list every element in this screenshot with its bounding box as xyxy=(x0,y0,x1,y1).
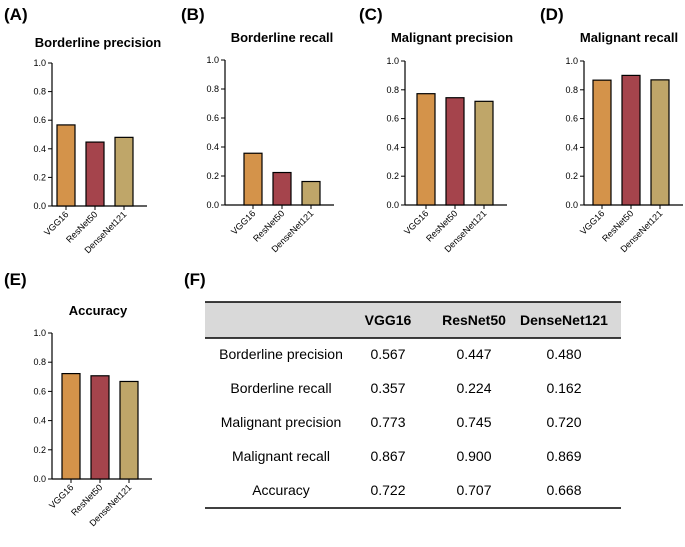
bar-vgg16 xyxy=(61,372,81,480)
results-table: (F) VGG16 ResNet50 DenseNet121 Borderline pr… xyxy=(184,270,621,509)
y-tick-label: 0.4 xyxy=(565,142,578,152)
table-cell: 0.773 xyxy=(370,414,405,430)
bar-densenet121 xyxy=(119,380,139,480)
y-tick-label: 0.0 xyxy=(565,200,578,210)
panel-letter: (C) xyxy=(359,5,383,24)
bar-vgg16 xyxy=(243,152,263,206)
y-tick-label: 0.6 xyxy=(33,386,46,396)
chart-title: Malignant recall xyxy=(580,30,678,45)
bar-resnet50 xyxy=(85,141,105,207)
table-cell: 0.224 xyxy=(456,380,491,396)
table-row-label: Borderline recall xyxy=(230,380,331,396)
y-tick-label: 0.4 xyxy=(386,142,399,152)
bar-resnet50 xyxy=(445,97,465,206)
y-tick-label: 0.8 xyxy=(33,87,46,97)
y-tick-label: 0.2 xyxy=(33,172,46,182)
panel-letter: (B) xyxy=(181,5,205,24)
table-row: Malignant recall 0.867 0.900 0.869 xyxy=(232,448,582,464)
bar-resnet50 xyxy=(90,375,110,480)
table-cell: 0.447 xyxy=(456,346,491,362)
table-cell: 0.567 xyxy=(370,346,405,362)
table-cell: 0.900 xyxy=(456,448,491,464)
category-label: VGG16 xyxy=(42,209,70,237)
y-tick-label: 0.2 xyxy=(33,445,46,455)
table-cell: 0.668 xyxy=(546,482,581,498)
y-tick-label: 1.0 xyxy=(33,58,46,68)
bar-resnet50 xyxy=(621,74,641,206)
table-row: Borderline precision 0.567 0.447 0.480 xyxy=(219,346,582,362)
table-row: Accuracy 0.722 0.707 0.668 xyxy=(252,482,582,498)
y-tick-label: 0.8 xyxy=(386,85,399,95)
table-row: Malignant precision 0.773 0.745 0.720 xyxy=(221,414,582,430)
table-header-cell: DenseNet121 xyxy=(520,312,608,328)
table-cell: 0.707 xyxy=(456,482,491,498)
chart-title: Malignant precision xyxy=(391,30,513,45)
y-tick-label: 0.0 xyxy=(206,200,219,210)
y-tick-label: 0.2 xyxy=(206,171,219,181)
panel-letter: (A) xyxy=(4,5,28,24)
table-cell: 0.357 xyxy=(370,380,405,396)
table-cell: 0.722 xyxy=(370,482,405,498)
y-tick-label: 0.6 xyxy=(386,114,399,124)
y-tick-label: 1.0 xyxy=(206,55,219,65)
chart-panel-2: (B) Borderline recall 0.0 0.2 0.4 0.6 0.8 1.0 VG… xyxy=(181,5,334,254)
chart-title: Borderline recall xyxy=(231,30,334,45)
y-tick-label: 0.6 xyxy=(33,115,46,125)
table-row-label: Borderline precision xyxy=(219,346,343,362)
table-header-bg xyxy=(205,302,621,338)
category-label: VGG16 xyxy=(229,208,257,236)
y-tick-label: 1.0 xyxy=(565,56,578,66)
y-tick-label: 0.0 xyxy=(33,201,46,211)
y-tick-label: 0.4 xyxy=(206,142,219,152)
chart-title: Accuracy xyxy=(69,303,128,318)
y-tick-label: 0.8 xyxy=(33,357,46,367)
table-row-label: Malignant precision xyxy=(221,414,342,430)
table-cell: 0.745 xyxy=(456,414,491,430)
y-tick-label: 1.0 xyxy=(386,56,399,66)
chart-title: Borderline precision xyxy=(35,35,161,50)
chart-panel-4: (D) Malignant recall 0.0 0.2 0.4 0.6 0.8 1.0 VGG… xyxy=(540,5,683,254)
category-label: VGG16 xyxy=(578,208,606,236)
panel-letter: (E) xyxy=(4,270,27,289)
y-tick-label: 0.4 xyxy=(33,416,46,426)
y-tick-label: 1.0 xyxy=(33,328,46,338)
y-tick-label: 0.0 xyxy=(386,200,399,210)
table-cell: 0.869 xyxy=(546,448,581,464)
y-tick-label: 0.2 xyxy=(386,171,399,181)
bar-vgg16 xyxy=(416,93,436,206)
y-tick-label: 0.2 xyxy=(565,171,578,181)
category-label: VGG16 xyxy=(402,208,430,236)
bar-resnet50 xyxy=(272,171,292,206)
chart-panel-3: (C) Malignant precision 0.0 0.2 0.4 0.6 0.8 1.0… xyxy=(359,5,513,254)
y-tick-label: 0.4 xyxy=(33,144,46,154)
y-tick-label: 0.8 xyxy=(206,84,219,94)
bar-densenet121 xyxy=(114,136,134,207)
category-label: VGG16 xyxy=(47,482,75,510)
panel-letter: (D) xyxy=(540,5,564,24)
bar-densenet121 xyxy=(650,79,670,206)
table-row: Borderline recall 0.357 0.224 0.162 xyxy=(230,380,581,396)
table-row-label: Malignant recall xyxy=(232,448,330,464)
y-tick-label: 0.8 xyxy=(565,85,578,95)
table-cell: 0.162 xyxy=(546,380,581,396)
chart-panel-1: (A) Borderline precision 0.0 0.2 0.4 0.6 0.8 1.… xyxy=(4,5,161,255)
bar-densenet121 xyxy=(474,100,494,206)
table-row-label: Accuracy xyxy=(252,482,310,498)
y-tick-label: 0.6 xyxy=(206,113,219,123)
table-cell: 0.867 xyxy=(370,448,405,464)
bar-vgg16 xyxy=(592,79,612,206)
table-cell: 0.480 xyxy=(546,346,581,362)
bar-vgg16 xyxy=(56,124,76,207)
chart-panel-5: (E)Accuracy0.00.20.40.60.81.0VGG16ResNet… xyxy=(4,270,152,528)
panel-letter: (F) xyxy=(184,270,206,289)
bar-densenet121 xyxy=(301,180,321,206)
y-tick-label: 0.6 xyxy=(565,114,578,124)
y-tick-label: 0.0 xyxy=(33,474,46,484)
table-header-cell: ResNet50 xyxy=(442,312,506,328)
table-cell: 0.720 xyxy=(546,414,581,430)
table-header-cell: VGG16 xyxy=(365,312,412,328)
